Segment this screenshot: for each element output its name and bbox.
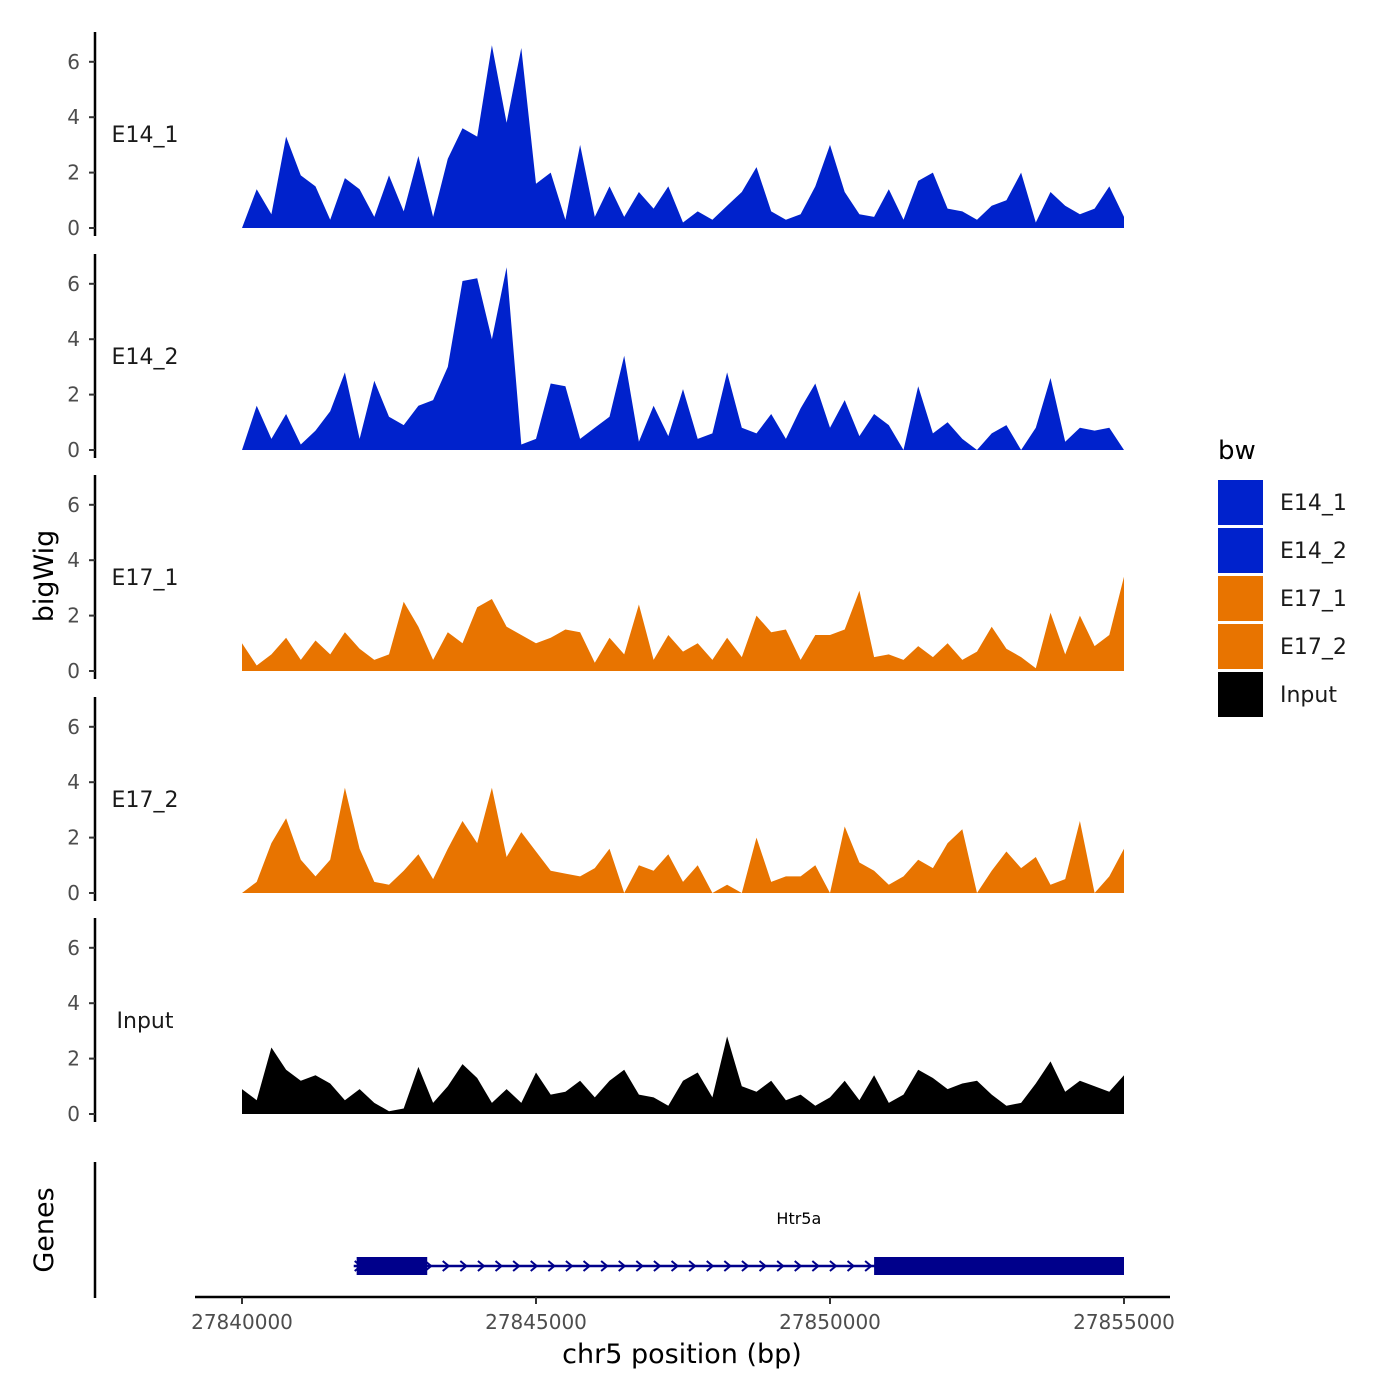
track-e14-1: 0 2 4 6 E14_1: [67, 32, 1124, 240]
y-tick-label: 4: [67, 327, 80, 351]
gene-label: Htr5a: [776, 1209, 821, 1228]
y-tick-label: 2: [67, 1047, 80, 1071]
x-axis-title: chr5 position (bp): [562, 1339, 802, 1370]
strand-arrow: [670, 1260, 680, 1272]
exon-block: [874, 1257, 1124, 1275]
legend-swatch: [1218, 576, 1263, 621]
strand-arrow: [653, 1260, 662, 1272]
strand-arrow: [547, 1260, 556, 1272]
strand-arrow: [477, 1260, 486, 1272]
x-tick-label: 27850000: [779, 1310, 881, 1334]
strand-arrow: [635, 1260, 644, 1272]
strand-arrow: [600, 1260, 609, 1272]
strand-arrow: [442, 1260, 451, 1272]
strand-arrow: [758, 1260, 768, 1272]
strand-arrow: [846, 1260, 856, 1272]
track-input: 0 2 4 6 Input: [67, 918, 1124, 1126]
track-label: E17_1: [112, 566, 179, 591]
track-label: E14_2: [112, 345, 179, 370]
y-tick-label: 4: [67, 105, 80, 129]
legend-title: bw: [1218, 436, 1256, 466]
y-tick-label: 4: [67, 991, 80, 1015]
y-tick-label: 6: [67, 50, 80, 74]
track-label: E14_1: [112, 123, 179, 148]
strand-arrow: [829, 1260, 838, 1272]
signal-area: [242, 267, 1124, 450]
strand-arrow: [565, 1260, 574, 1272]
legend-items: E14_1 E14_2 E17_1 E17_2 Input: [1218, 480, 1347, 717]
legend: bw E14_1 E14_2 E17_1 E17_2 Input: [1218, 436, 1347, 717]
track-e14-2: 0 2 4 6 E14_2: [67, 254, 1124, 462]
legend-label: E14_2: [1280, 539, 1347, 564]
y-tick-label: 2: [67, 604, 80, 628]
signal-area: [242, 787, 1124, 893]
strand-arrow: [512, 1260, 521, 1272]
strand-arrow: [582, 1260, 592, 1272]
exon-block: [356, 1257, 428, 1275]
x-axis: 27840000 27845000 27850000 27855000 chr5 po…: [191, 1295, 1175, 1370]
signal-area: [242, 1036, 1124, 1114]
strand-arrow: [723, 1260, 732, 1272]
y-tick-label: 0: [67, 216, 80, 240]
y-axis-title: bigWig: [29, 530, 60, 623]
legend-label: E14_1: [1280, 491, 1347, 516]
strand-arrow: [776, 1260, 785, 1272]
legend-swatch: [1218, 672, 1263, 717]
x-tick-label: 27855000: [1073, 1310, 1175, 1334]
y-tick-label: 6: [67, 936, 80, 960]
x-ticks: 27840000 27845000 27850000 27855000: [191, 1297, 1175, 1334]
strand-arrow: [706, 1260, 715, 1272]
y-tick-label: 4: [67, 770, 80, 794]
legend-swatch: [1218, 528, 1263, 573]
gene-track: Genes Htr5a: [29, 1162, 1124, 1298]
y-tick-label: 4: [67, 548, 80, 572]
legend-swatch: [1218, 624, 1263, 669]
y-tick-label: 0: [67, 438, 80, 462]
y-tick-label: 6: [67, 493, 80, 517]
track-e17-1: 0 2 4 6 E17_1: [67, 475, 1124, 683]
legend-swatch: [1218, 480, 1263, 525]
strand-arrow: [794, 1260, 803, 1272]
legend-label: Input: [1280, 683, 1337, 708]
legend-label: E17_2: [1280, 635, 1347, 660]
strand-arrow: [811, 1260, 820, 1272]
y-tick-label: 2: [67, 826, 80, 850]
gene-track-title: Genes: [29, 1187, 60, 1272]
strand-arrow: [530, 1260, 539, 1272]
signal-tracks: 0 2 4 6 E14_1 0 2 4 6 E14_2 0 2 4 6 E17_1 0 2 4 6 E17_2 0 2 4 6…: [67, 32, 1124, 1126]
strand-arrow: [741, 1260, 750, 1272]
y-tick-label: 0: [67, 881, 80, 905]
strand-arrow: [618, 1260, 627, 1272]
gene-model: [353, 1257, 1124, 1275]
y-tick-label: 6: [67, 715, 80, 739]
strand-arrow: [688, 1260, 697, 1272]
y-tick-label: 2: [67, 383, 80, 407]
y-tick-label: 6: [67, 272, 80, 296]
y-tick-label: 2: [67, 161, 80, 185]
x-tick-label: 27845000: [485, 1310, 587, 1334]
track-label: E17_2: [112, 788, 179, 813]
x-tick-label: 27840000: [191, 1310, 293, 1334]
track-label: Input: [117, 1009, 174, 1034]
y-tick-label: 0: [67, 659, 80, 683]
legend-label: E17_1: [1280, 587, 1347, 612]
strand-arrow: [494, 1260, 504, 1272]
track-e17-2: 0 2 4 6 E17_2: [67, 697, 1124, 905]
signal-area: [242, 45, 1124, 229]
signal-area: [242, 576, 1124, 671]
y-tick-label: 0: [67, 1102, 80, 1126]
strand-arrow: [864, 1260, 873, 1272]
strand-arrow: [459, 1260, 468, 1272]
